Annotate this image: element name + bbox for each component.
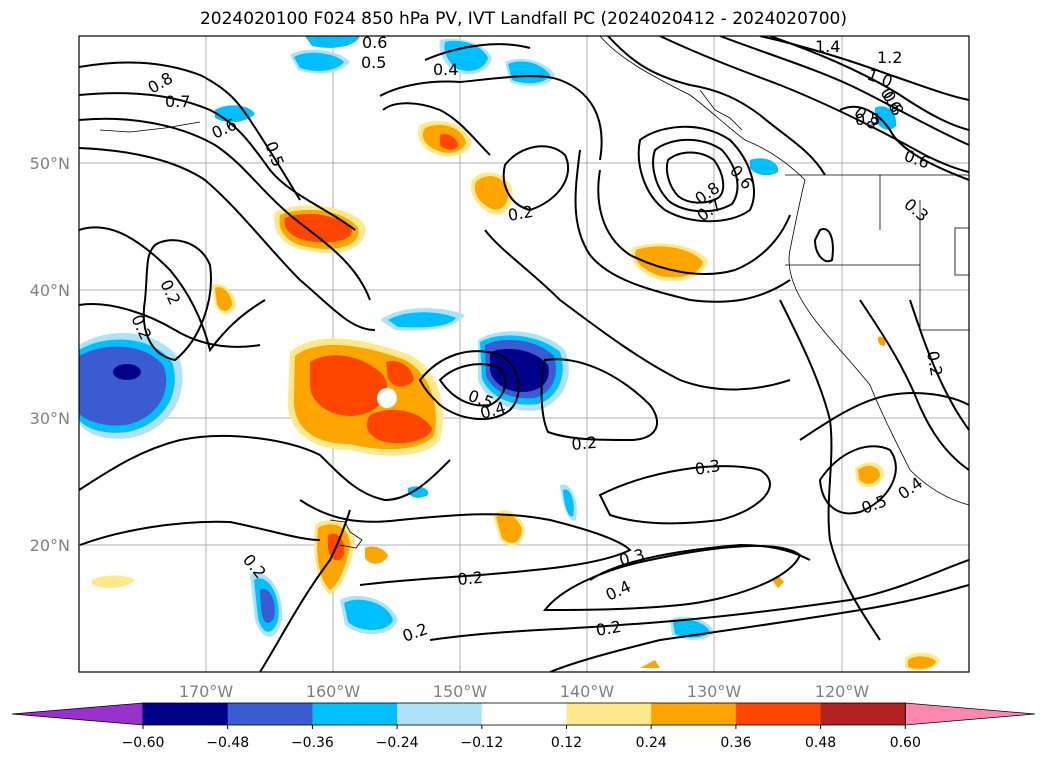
lat-label: 30°N — [30, 409, 70, 428]
colorbar-extend-left — [11, 702, 144, 726]
colorbar-tick-label: 0.24 — [636, 735, 667, 751]
colorbar-tick-label: 0.60 — [890, 735, 921, 751]
colorbar-tick-label: −0.48 — [206, 735, 249, 751]
contour-label: 0.2 — [594, 617, 622, 640]
contour-label: 0.5 — [361, 53, 386, 72]
contour-label: 0.5 — [855, 110, 880, 129]
colorbar-bin — [735, 703, 822, 725]
contour-label: 1.4 — [815, 37, 840, 56]
pv-shading — [79, 36, 940, 671]
colorbar-bin — [481, 703, 567, 725]
contour-label: 0.7 — [165, 92, 190, 111]
lon-label: 160°W — [306, 682, 361, 701]
ivt-contours — [79, 36, 969, 672]
lon-label: 120°W — [815, 682, 870, 701]
coastlines — [99, 36, 969, 549]
lon-label: 130°W — [687, 682, 742, 701]
contour-label: 0.4 — [433, 60, 458, 79]
lat-label: 50°N — [30, 154, 70, 173]
colorbar-bin — [651, 703, 737, 725]
colorbar-bin — [227, 703, 313, 725]
contour-label: 0.2 — [506, 202, 534, 225]
contour-label: 0.2 — [571, 433, 598, 454]
colorbar-tick-label: 0.36 — [720, 735, 751, 751]
lon-label: 150°W — [433, 682, 488, 701]
colorbar-outline — [142, 702, 906, 726]
colorbar-bin — [312, 703, 398, 725]
colorbar-extend-right — [904, 702, 1036, 726]
figure-title: 2024020100 F024 850 hPa PV, IVT Landfall… — [199, 9, 847, 29]
contour-label: 1.2 — [877, 48, 902, 67]
lon-label: 140°W — [560, 682, 615, 701]
map-content: 1.4 1.2 1.0 0.8 0.6 0.5 0.4 0.8 0.7 0.6 … — [79, 33, 969, 672]
colorbar-tick-label: −0.12 — [460, 735, 503, 751]
colorbar-bin — [397, 703, 483, 725]
lat-labels: 50°N 40°N 30°N 20°N — [30, 154, 70, 555]
colorbar-bin — [566, 703, 652, 725]
colorbar-bin — [143, 703, 229, 725]
colorbar-tick-label: 0.12 — [551, 735, 582, 751]
contour-label: 0.3 — [693, 456, 721, 479]
colorbar-tick-label: −0.60 — [122, 735, 165, 751]
lon-labels: 170°W 160°W 150°W 140°W 130°W 120°W — [179, 682, 870, 701]
contour-label: 0.2 — [457, 568, 484, 589]
lon-label: 170°W — [179, 682, 234, 701]
colorbar-bin — [820, 703, 906, 725]
colorbar-tick-label: −0.36 — [291, 735, 334, 751]
map-frame — [78, 35, 970, 673]
colorbar-tick-label: 0.48 — [805, 735, 836, 751]
colorbar: −0.60 −0.48 −0.36 −0.24 −0.12 0.12 0.24 0.36 0.4… — [11, 702, 1036, 751]
colorbar-tick-label: −0.24 — [376, 735, 419, 751]
gridlines — [79, 36, 969, 672]
lat-label: 40°N — [30, 281, 70, 300]
lat-label: 20°N — [30, 536, 70, 555]
contour-label: 0.6 — [362, 33, 387, 52]
contour-label: 0.2 — [923, 349, 946, 377]
